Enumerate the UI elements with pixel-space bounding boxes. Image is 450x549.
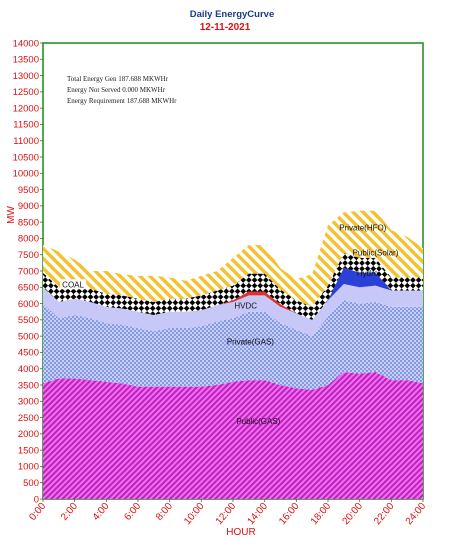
stacked-areas	[43, 210, 423, 499]
chart-title: Daily EnergyCurve	[190, 9, 274, 20]
y-tick-label: 11000	[13, 136, 39, 147]
y-tick-label: 10000	[13, 169, 39, 180]
y-tick-label: 4000	[18, 364, 39, 375]
y-tick-label: 5500	[18, 315, 39, 326]
chart-subtitle: 12-11-2021	[200, 22, 251, 33]
y-tick-label: 8000	[18, 234, 39, 245]
y-tick-label: 11500	[13, 120, 39, 131]
y-tick-label: 7000	[18, 266, 39, 277]
y-tick-label: 13000	[13, 71, 39, 82]
y-tick-label: 2000	[18, 429, 39, 440]
x-tick-label: 22:00	[372, 501, 397, 528]
y-tick-label: 0	[34, 494, 39, 505]
y-tick-label: 10500	[13, 152, 39, 163]
x-tick-label: 0:00	[27, 501, 48, 523]
y-tick-label: 3500	[18, 380, 39, 391]
area-coal	[43, 253, 423, 320]
y-tick-label: 500	[23, 478, 39, 489]
y-tick-label: 8500	[18, 217, 39, 228]
y-axis-label: MW	[6, 206, 17, 224]
x-tick-label: 14:00	[245, 501, 270, 528]
x-tick-label: 12:00	[214, 501, 239, 528]
y-tick-label: 12000	[13, 103, 39, 114]
y-tick-label: 3000	[18, 397, 39, 408]
area-hvdc	[43, 284, 423, 337]
summary-energy-not-served: Energy Not Served 0.000 MKWHr	[67, 86, 166, 94]
series-label-public-solar: Public(Solar)	[353, 248, 399, 257]
y-tick-label: 4500	[18, 348, 39, 359]
y-tick-label: 14000	[13, 38, 39, 49]
y-tick-label: 1500	[18, 445, 39, 456]
y-tick-label: 7500	[18, 250, 39, 261]
coal-label-background	[60, 279, 87, 290]
y-tick-label: 9500	[18, 185, 39, 196]
x-tick-label: 2:00	[59, 501, 80, 523]
series-label-public-gas: Public(GAS)	[236, 417, 280, 426]
y-axis: 0 500 1000 1500 2000 2500 3000 3500 4000 4500 5000…	[13, 38, 43, 505]
series-label-hvdc: HVDC	[234, 301, 257, 310]
x-tick-label: 18:00	[309, 501, 334, 528]
summary-energy-requirement: Energy Requirement 187.688 MKWHr	[67, 97, 177, 105]
x-tick-label: 6:00	[122, 501, 143, 523]
area-private-gas	[43, 300, 423, 390]
x-tick-label: 20:00	[340, 501, 365, 528]
series-label-hydro: Hydro	[357, 269, 379, 278]
x-tick-label: 10:00	[182, 501, 207, 528]
x-tick-label: 8:00	[154, 501, 175, 523]
y-tick-label: 5000	[18, 331, 39, 342]
y-tick-label: 2500	[18, 413, 39, 424]
series-label-coal: COAL	[62, 280, 84, 289]
x-axis: 0:00 2:00 4:00 6:00 8:00 10:00 12:00 14:00 16:00…	[27, 499, 429, 528]
x-tick-label: 4:00	[91, 501, 112, 523]
y-tick-label: 12500	[13, 87, 39, 98]
x-tick-label: 24:00	[404, 501, 429, 528]
series-label-private-gas: Private(GAS)	[227, 337, 274, 346]
series-labels: Public(GAS) Private(GAS) HVDC COAL Private(H…	[60, 223, 399, 426]
x-tick-label: 16:00	[277, 501, 302, 528]
y-tick-label: 13500	[13, 55, 39, 66]
x-axis-label: HOUR	[226, 527, 255, 538]
series-label-private-hfo: Private(HFO)	[339, 223, 386, 232]
y-tick-label: 6500	[18, 283, 39, 294]
y-tick-label: 9000	[18, 201, 39, 212]
summary-total-energy: Total Energy Gen 187.688 MKWHr	[67, 75, 169, 83]
y-tick-label: 6000	[18, 299, 39, 310]
area-public-gas	[43, 371, 423, 499]
y-tick-label: 1000	[18, 462, 39, 473]
area-private-hfo	[43, 210, 423, 307]
